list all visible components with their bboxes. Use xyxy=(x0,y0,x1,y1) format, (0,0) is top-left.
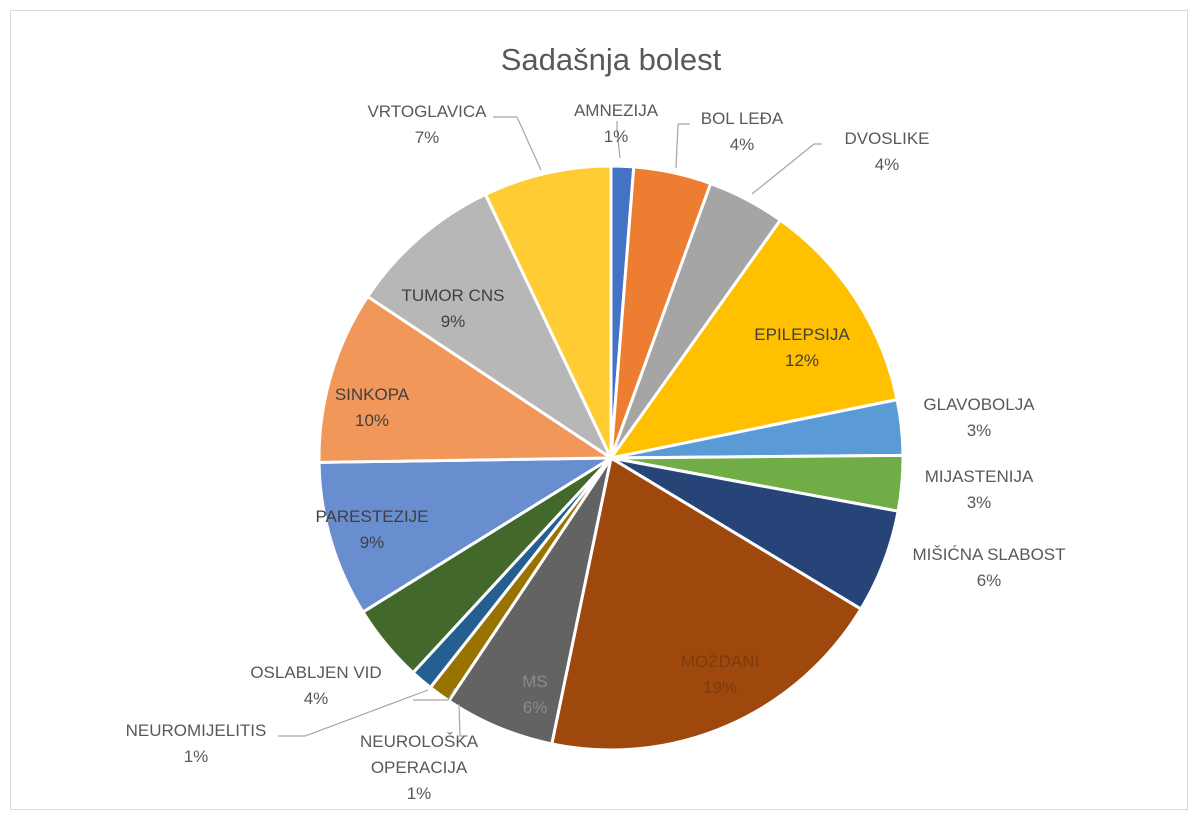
data-label: VRTOGLAVICA 7% xyxy=(367,102,487,147)
data-label: AMNEZIJA 1% xyxy=(574,101,659,146)
chart-title: Sadašnja bolest xyxy=(501,42,722,77)
pie-slice-tumor-cns xyxy=(365,192,615,463)
pie-slice-epilepsija xyxy=(607,218,899,461)
pie-slice-parestezije xyxy=(317,456,617,615)
leader-line xyxy=(278,689,429,737)
data-label: OSLABLJEN VID 4% xyxy=(250,663,381,708)
data-label: GLAVOBOLJA 3% xyxy=(923,395,1035,440)
leader-line xyxy=(493,116,542,171)
leader-line xyxy=(458,703,468,737)
data-label: NEUROMIJELITIS 1% xyxy=(126,721,267,766)
leader-line xyxy=(413,687,456,701)
data-label: EPILEPSIJA 12% xyxy=(754,325,850,370)
data-label: MIŠIĆNA SLABOST 6% xyxy=(912,545,1065,590)
data-label: MS 6% xyxy=(522,672,548,717)
data-label: DVOSLIKE 4% xyxy=(844,129,929,174)
slice-labels: AMNEZIJA 1% BOL LEĐA 4% DVOSLIKE 4% EPILEPSIJA… xyxy=(126,101,1066,803)
pie-slices xyxy=(317,164,905,752)
data-label: MOŽDANI 19% xyxy=(681,652,759,697)
pie-slice-sinkopa xyxy=(317,294,616,464)
data-label: MIJASTENIJA 3% xyxy=(925,467,1034,512)
data-label: TUMOR CNS 9% xyxy=(402,286,505,331)
leader-line xyxy=(751,143,822,195)
data-label: NEUROLOŠKA OPERACIJA 1% xyxy=(360,732,479,803)
pie-slice-mo-dani xyxy=(550,455,863,752)
data-label: BOL LEĐA 4% xyxy=(701,109,784,154)
leader-line xyxy=(616,121,621,159)
pie-slice-vrtoglavica xyxy=(483,164,613,459)
data-label: PARESTEZIJE 9% xyxy=(315,507,428,552)
leader-line xyxy=(675,123,690,169)
leader-lines xyxy=(278,116,822,737)
data-label: SINKOPA 10% xyxy=(335,385,410,430)
